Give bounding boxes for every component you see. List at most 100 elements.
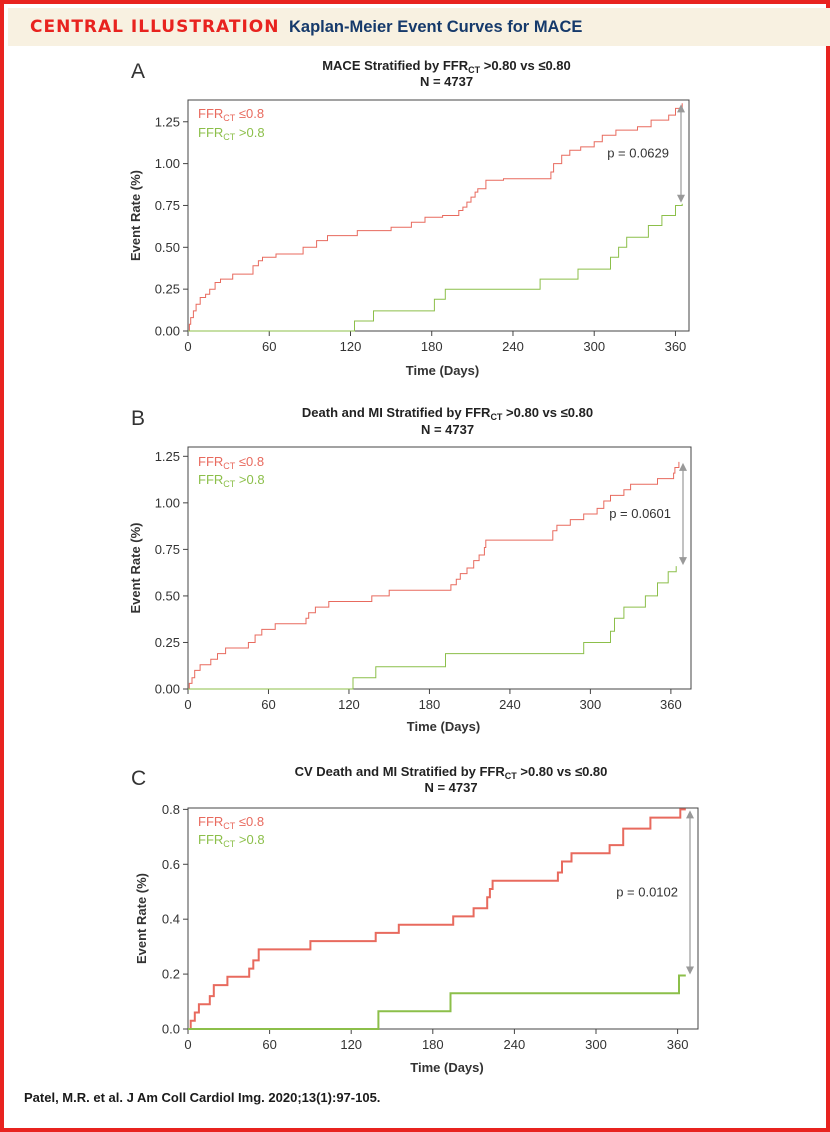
arrowhead-up-icon [686, 810, 694, 819]
x-tick-label: 300 [580, 697, 602, 712]
title-text-tail: >0.80 vs ≤0.80 [517, 764, 608, 779]
x-tick-label: 120 [340, 339, 362, 354]
plot-area [187, 446, 692, 690]
legend-subscript: CT [223, 479, 235, 489]
legend-subscript: CT [223, 113, 235, 123]
x-tick-label: 240 [504, 1037, 526, 1052]
x-tick-label: 240 [502, 339, 524, 354]
series-ffr-le-0.8-curve [188, 103, 683, 332]
sample-size: N = 4737 [424, 780, 477, 795]
y-tick-label: 0.25 [155, 282, 180, 297]
x-axis-label: Time (Days) [407, 719, 480, 734]
p-value: p = 0.0629 [607, 146, 669, 161]
title-text-tail: >0.80 vs ≤0.80 [480, 58, 571, 73]
sample-size: N = 4737 [421, 422, 474, 437]
legend-subscript: CT [223, 821, 235, 831]
title-text: MACE Stratified by FFR [322, 58, 469, 73]
p-value: p = 0.0102 [616, 884, 678, 899]
legend-ffr-gt-0.8: FFRCT >0.8 [198, 472, 265, 489]
plot-area [187, 99, 690, 332]
x-tick-label: 360 [665, 339, 687, 354]
arrowhead-down-icon [679, 557, 687, 566]
y-axis-label: Event Rate (%) [128, 170, 143, 261]
x-tick-label: 240 [499, 697, 521, 712]
legend-subscript: CT [223, 132, 235, 142]
figure-header: CENTRAL ILLUSTRATION Kaplan-Meier Event … [8, 8, 830, 46]
x-tick-label: 0 [184, 339, 191, 354]
y-tick-label: 0.8 [162, 802, 180, 817]
x-axis-label: Time (Days) [406, 363, 479, 378]
title-subscript: CT [505, 771, 517, 781]
legend-ffr-gt-0.8: FFRCT >0.8 [198, 832, 265, 849]
y-axis-label: Event Rate (%) [128, 522, 143, 613]
title-subscript: CT [490, 412, 502, 422]
y-tick-label: 1.00 [155, 156, 180, 171]
y-tick-label: 0.75 [155, 198, 180, 213]
km-panel-c: C CV Death and MI Stratified by FFRCT >0.… [131, 764, 699, 1075]
legend-text: FFR [198, 454, 223, 469]
x-tick-label: 0 [184, 1037, 191, 1052]
citation: Patel, M.R. et al. J Am Coll Cardiol Img… [24, 1090, 381, 1105]
legend-text: FFR [198, 125, 223, 140]
panel-letter: B [131, 407, 145, 430]
series-ffr-le-0.8-curve [188, 461, 680, 690]
series-ffr-gt-0.8-curve [188, 203, 683, 332]
y-tick-label: 1.00 [155, 495, 180, 510]
arrowhead-up-icon [677, 104, 685, 113]
title-subscript: CT [468, 65, 480, 75]
x-axis-label: Time (Days) [410, 1060, 483, 1075]
y-tick-label: 0.00 [155, 682, 180, 697]
x-tick-label: 180 [421, 339, 443, 354]
panel-title: MACE Stratified by FFRCT >0.80 vs ≤0.80 [322, 58, 571, 75]
panel-title: Death and MI Stratified by FFRCT >0.80 v… [302, 405, 593, 422]
y-tick-label: 0.4 [162, 912, 180, 927]
panel-title: CV Death and MI Stratified by FFRCT >0.8… [295, 764, 608, 781]
panel-letter: C [131, 767, 146, 790]
arrowhead-down-icon [686, 966, 694, 975]
legend-text-tail: >0.8 [235, 832, 264, 847]
y-tick-label: 1.25 [155, 114, 180, 129]
km-panel-b: B Death and MI Stratified by FFRCT >0.80 … [128, 405, 692, 734]
series-ffr-gt-0.8-curve [188, 974, 686, 1030]
legend-text: FFR [198, 472, 223, 487]
x-tick-label: 180 [419, 697, 441, 712]
legend-subscript: CT [223, 839, 235, 849]
central-illustration-label: CENTRAL ILLUSTRATION [30, 17, 280, 37]
y-tick-label: 0.50 [155, 588, 180, 603]
x-tick-label: 60 [262, 1037, 276, 1052]
legend-text-tail: ≤0.8 [235, 454, 264, 469]
km-panel-a: A MACE Stratified by FFRCT >0.80 vs ≤0.80… [128, 58, 690, 378]
y-tick-label: 0.25 [155, 635, 180, 650]
legend-ffr-le-0.8: FFRCT ≤0.8 [198, 814, 264, 831]
x-tick-label: 300 [583, 339, 605, 354]
x-tick-label: 60 [262, 339, 276, 354]
legend-text-tail: ≤0.8 [235, 814, 264, 829]
x-tick-label: 60 [261, 697, 275, 712]
series-ffr-gt-0.8-curve [188, 566, 677, 690]
y-tick-label: 0.6 [162, 857, 180, 872]
figure-title: Kaplan-Meier Event Curves for MACE [289, 18, 583, 36]
title-text: CV Death and MI Stratified by FFR [295, 764, 506, 779]
x-tick-label: 300 [585, 1037, 607, 1052]
x-tick-label: 360 [660, 697, 682, 712]
plot-area [187, 807, 699, 1030]
series-ffr-le-0.8-curve [188, 808, 686, 1030]
panel-letter: A [131, 60, 145, 83]
p-value: p = 0.0601 [609, 506, 671, 521]
legend-text: FFR [198, 106, 223, 121]
x-tick-label: 360 [667, 1037, 689, 1052]
y-axis-label: Event Rate (%) [134, 873, 149, 964]
x-tick-label: 120 [340, 1037, 362, 1052]
legend-ffr-gt-0.8: FFRCT >0.8 [198, 125, 265, 142]
legend-text-tail: ≤0.8 [235, 106, 264, 121]
legend-text-tail: >0.8 [235, 125, 264, 140]
legend-ffr-le-0.8: FFRCT ≤0.8 [198, 454, 264, 471]
y-tick-label: 1.25 [155, 449, 180, 464]
title-text: Death and MI Stratified by FFR [302, 405, 491, 420]
x-tick-label: 0 [184, 697, 191, 712]
y-tick-label: 0.00 [155, 324, 180, 339]
legend-text: FFR [198, 814, 223, 829]
y-tick-label: 0.75 [155, 542, 180, 557]
